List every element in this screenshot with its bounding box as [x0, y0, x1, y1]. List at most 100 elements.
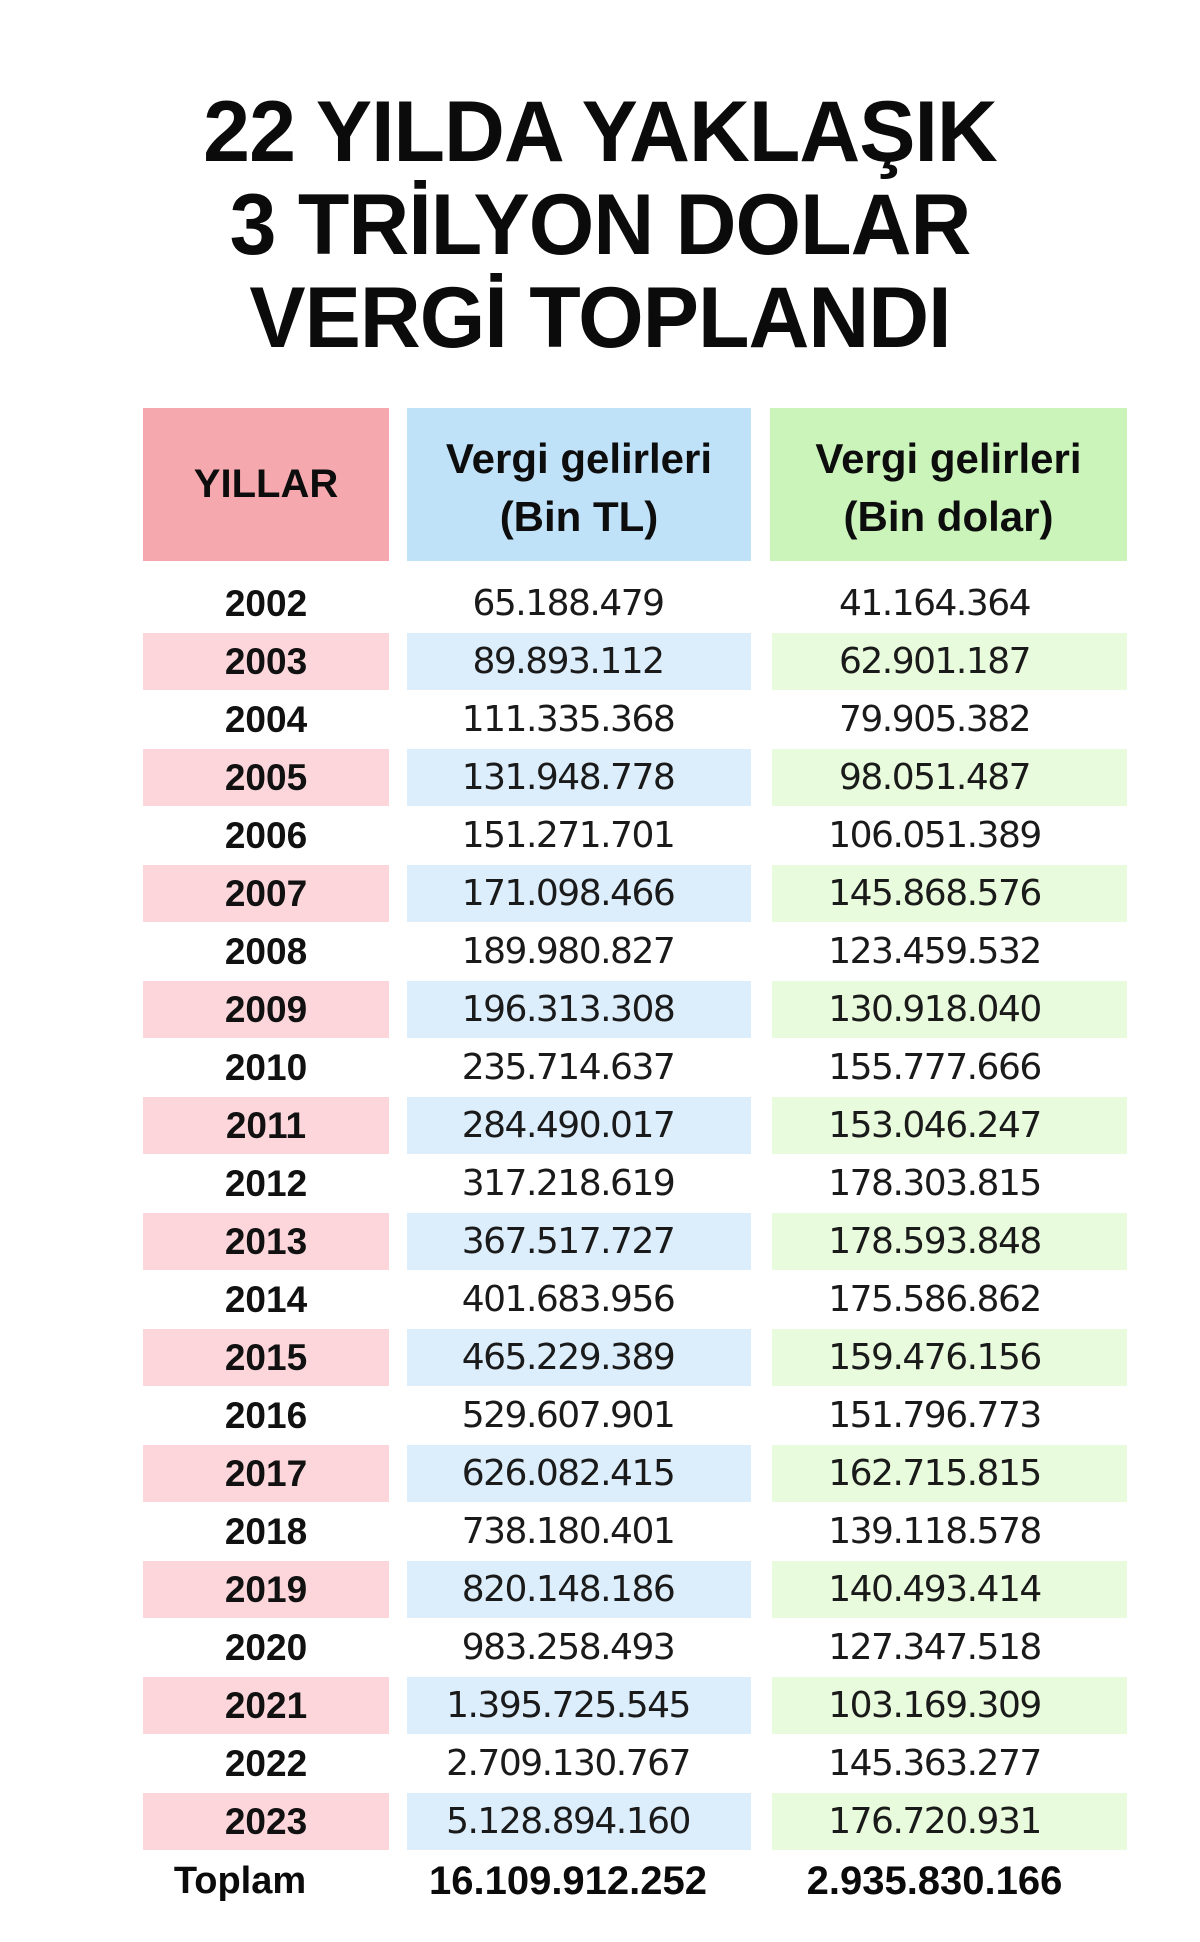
tax-tl-cell: 317.218.619 — [407, 1155, 729, 1212]
table-row: 2023 5.128.894.160 176.720.931 — [0, 1793, 1200, 1850]
year-cell: 2018 — [143, 1503, 389, 1560]
header-usd-line2: (Bin dolar) — [843, 492, 1054, 540]
year-cell: 2003 — [143, 633, 389, 690]
tax-tl-cell: 529.607.901 — [407, 1387, 729, 1444]
tax-tl-cell: 1.395.725.545 — [407, 1677, 751, 1734]
year-cell: 2009 — [143, 981, 389, 1038]
tax-tl-cell-text: 284.490.017 — [461, 1105, 676, 1146]
tax-usd-cell: 178.303.815 — [772, 1155, 1097, 1212]
tax-usd-cell: 145.363.277 — [772, 1735, 1097, 1792]
year-cell-text: 2011 — [225, 1105, 307, 1146]
table-row: 2014 401.683.956 175.586.862 — [0, 1271, 1200, 1328]
table-row: 2008 189.980.827 123.459.532 — [0, 923, 1200, 980]
year-cell-text: 2008 — [224, 931, 308, 972]
table-row: 2020 983.258.493 127.347.518 — [0, 1619, 1200, 1676]
tax-usd-cell: 130.918.040 — [772, 981, 1127, 1038]
table-row: 2019 820.148.186 140.493.414 — [0, 1561, 1200, 1618]
tax-tl-cell-text: 235.714.637 — [461, 1047, 676, 1088]
year-cell-text: 2022 — [224, 1743, 308, 1784]
year-cell: 2004 — [143, 691, 389, 748]
table-row: 2010 235.714.637 155.777.666 — [0, 1039, 1200, 1096]
tax-usd-cell: 127.347.518 — [772, 1619, 1097, 1676]
year-cell: 2017 — [143, 1445, 389, 1502]
tax-tl-cell-text: 465.229.389 — [461, 1337, 676, 1378]
tax-usd-cell-text: 153.046.247 — [828, 1105, 1042, 1146]
table-row: 2018 738.180.401 139.118.578 — [0, 1503, 1200, 1560]
tax-usd-cell-text: 159.476.156 — [828, 1337, 1042, 1378]
tax-usd-cell: 151.796.773 — [772, 1387, 1097, 1444]
tax-usd-cell-text: 106.051.389 — [828, 815, 1042, 856]
tax-tl-cell-text: 317.218.619 — [461, 1163, 676, 1204]
tax-tl-cell-text: 65.188.479 — [472, 583, 665, 624]
tax-usd-cell: 175.586.862 — [772, 1271, 1097, 1328]
year-cell-text: 2015 — [224, 1337, 308, 1378]
tax-usd-cell-text: 123.459.532 — [828, 931, 1042, 972]
tax-usd-cell-text: 175.586.862 — [828, 1279, 1042, 1320]
year-cell: 2019 — [143, 1561, 389, 1618]
tax-usd-cell: 162.715.815 — [772, 1445, 1127, 1502]
tax-usd-cell-text: 103.169.309 — [828, 1685, 1042, 1726]
tax-usd-cell-text: 41.164.364 — [838, 583, 1032, 624]
tax-usd-cell-text: 98.051.487 — [838, 757, 1032, 798]
year-cell-text: 2006 — [224, 815, 308, 856]
tax-tl-cell-text: 1.395.725.545 — [446, 1685, 691, 1726]
tax-tl-cell-text: 820.148.186 — [461, 1569, 676, 1610]
table-row: 2013 367.517.727 178.593.848 — [0, 1213, 1200, 1270]
title-line-1: 22 YILDA YAKLAŞIK — [203, 84, 998, 180]
tax-tl-cell: 151.271.701 — [407, 807, 729, 864]
tax-usd-cell: 123.459.532 — [772, 923, 1097, 980]
tax-tl-cell-text: 171.098.466 — [461, 873, 676, 914]
tax-tl-cell: 111.335.368 — [407, 691, 729, 748]
tax-tl-cell-text: 367.517.727 — [461, 1221, 676, 1262]
tax-tl-cell: 2.709.130.767 — [407, 1735, 729, 1792]
tax-tl-cell-text: 626.082.415 — [461, 1453, 676, 1494]
tax-tl-cell: 65.188.479 — [407, 575, 729, 632]
table-row: 2012 317.218.619 178.303.815 — [0, 1155, 1200, 1212]
tax-tl-cell-text: 529.607.901 — [461, 1395, 676, 1436]
year-cell: 2008 — [143, 923, 389, 980]
table-row: 2016 529.607.901 151.796.773 — [0, 1387, 1200, 1444]
year-cell-text: 2020 — [224, 1627, 308, 1668]
tax-usd-cell-text: 79.905.382 — [838, 699, 1032, 740]
year-cell: 2015 — [143, 1329, 389, 1386]
total-tl: 16.109.912.252 — [428, 1859, 708, 1903]
year-cell: 2014 — [143, 1271, 389, 1328]
year-cell-text: 2007 — [224, 873, 308, 914]
tax-usd-cell: 176.720.931 — [772, 1793, 1127, 1850]
tax-usd-cell: 98.051.487 — [772, 749, 1127, 806]
tax-tl-cell-text: 401.683.956 — [461, 1279, 676, 1320]
title-line-2: 3 TRİLYON DOLAR — [229, 177, 972, 273]
header-usd-line1: Vergi gelirleri — [815, 434, 1082, 482]
year-cell-text: 2013 — [224, 1221, 308, 1262]
table-row: 2021 1.395.725.545 103.169.309 — [0, 1677, 1200, 1734]
tax-tl-cell: 189.980.827 — [407, 923, 729, 980]
total-row: Toplam 16.109.912.252 2.935.830.166 — [0, 1853, 1200, 1910]
year-cell-text: 2009 — [224, 989, 308, 1030]
tax-usd-cell: 106.051.389 — [772, 807, 1097, 864]
year-cell-text: 2021 — [224, 1685, 308, 1726]
tax-tl-cell: 738.180.401 — [407, 1503, 729, 1560]
tax-usd-cell: 79.905.382 — [772, 691, 1097, 748]
tax-tl-cell-text: 2.709.130.767 — [446, 1743, 691, 1784]
tax-tl-cell: 131.948.778 — [407, 749, 751, 806]
tax-usd-cell: 178.593.848 — [772, 1213, 1127, 1270]
table-row: 2007 171.098.466 145.868.576 — [0, 865, 1200, 922]
year-cell: 2020 — [143, 1619, 389, 1676]
tax-usd-cell-text: 127.347.518 — [828, 1627, 1042, 1668]
year-cell-text: 2016 — [224, 1395, 308, 1436]
tax-tl-cell-text: 89.893.112 — [472, 641, 665, 682]
tax-usd-cell: 140.493.414 — [772, 1561, 1127, 1618]
table-row: 2009 196.313.308 130.918.040 — [0, 981, 1200, 1038]
tax-usd-cell: 145.868.576 — [772, 865, 1127, 922]
header-years: YILLAR — [143, 408, 389, 561]
tax-usd-cell: 155.777.666 — [772, 1039, 1097, 1096]
tax-usd-cell-text: 145.868.576 — [828, 873, 1042, 914]
year-cell-text: 2014 — [224, 1279, 308, 1320]
tax-tl-cell-text: 738.180.401 — [461, 1511, 676, 1552]
tax-tl-cell: 367.517.727 — [407, 1213, 751, 1270]
tax-tl-cell-text: 5.128.894.160 — [446, 1801, 691, 1842]
tax-tl-cell: 171.098.466 — [407, 865, 751, 922]
tax-tl-cell: 284.490.017 — [407, 1097, 751, 1154]
total-usd: 2.935.830.166 — [806, 1859, 1063, 1903]
table-row: 2015 465.229.389 159.476.156 — [0, 1329, 1200, 1386]
